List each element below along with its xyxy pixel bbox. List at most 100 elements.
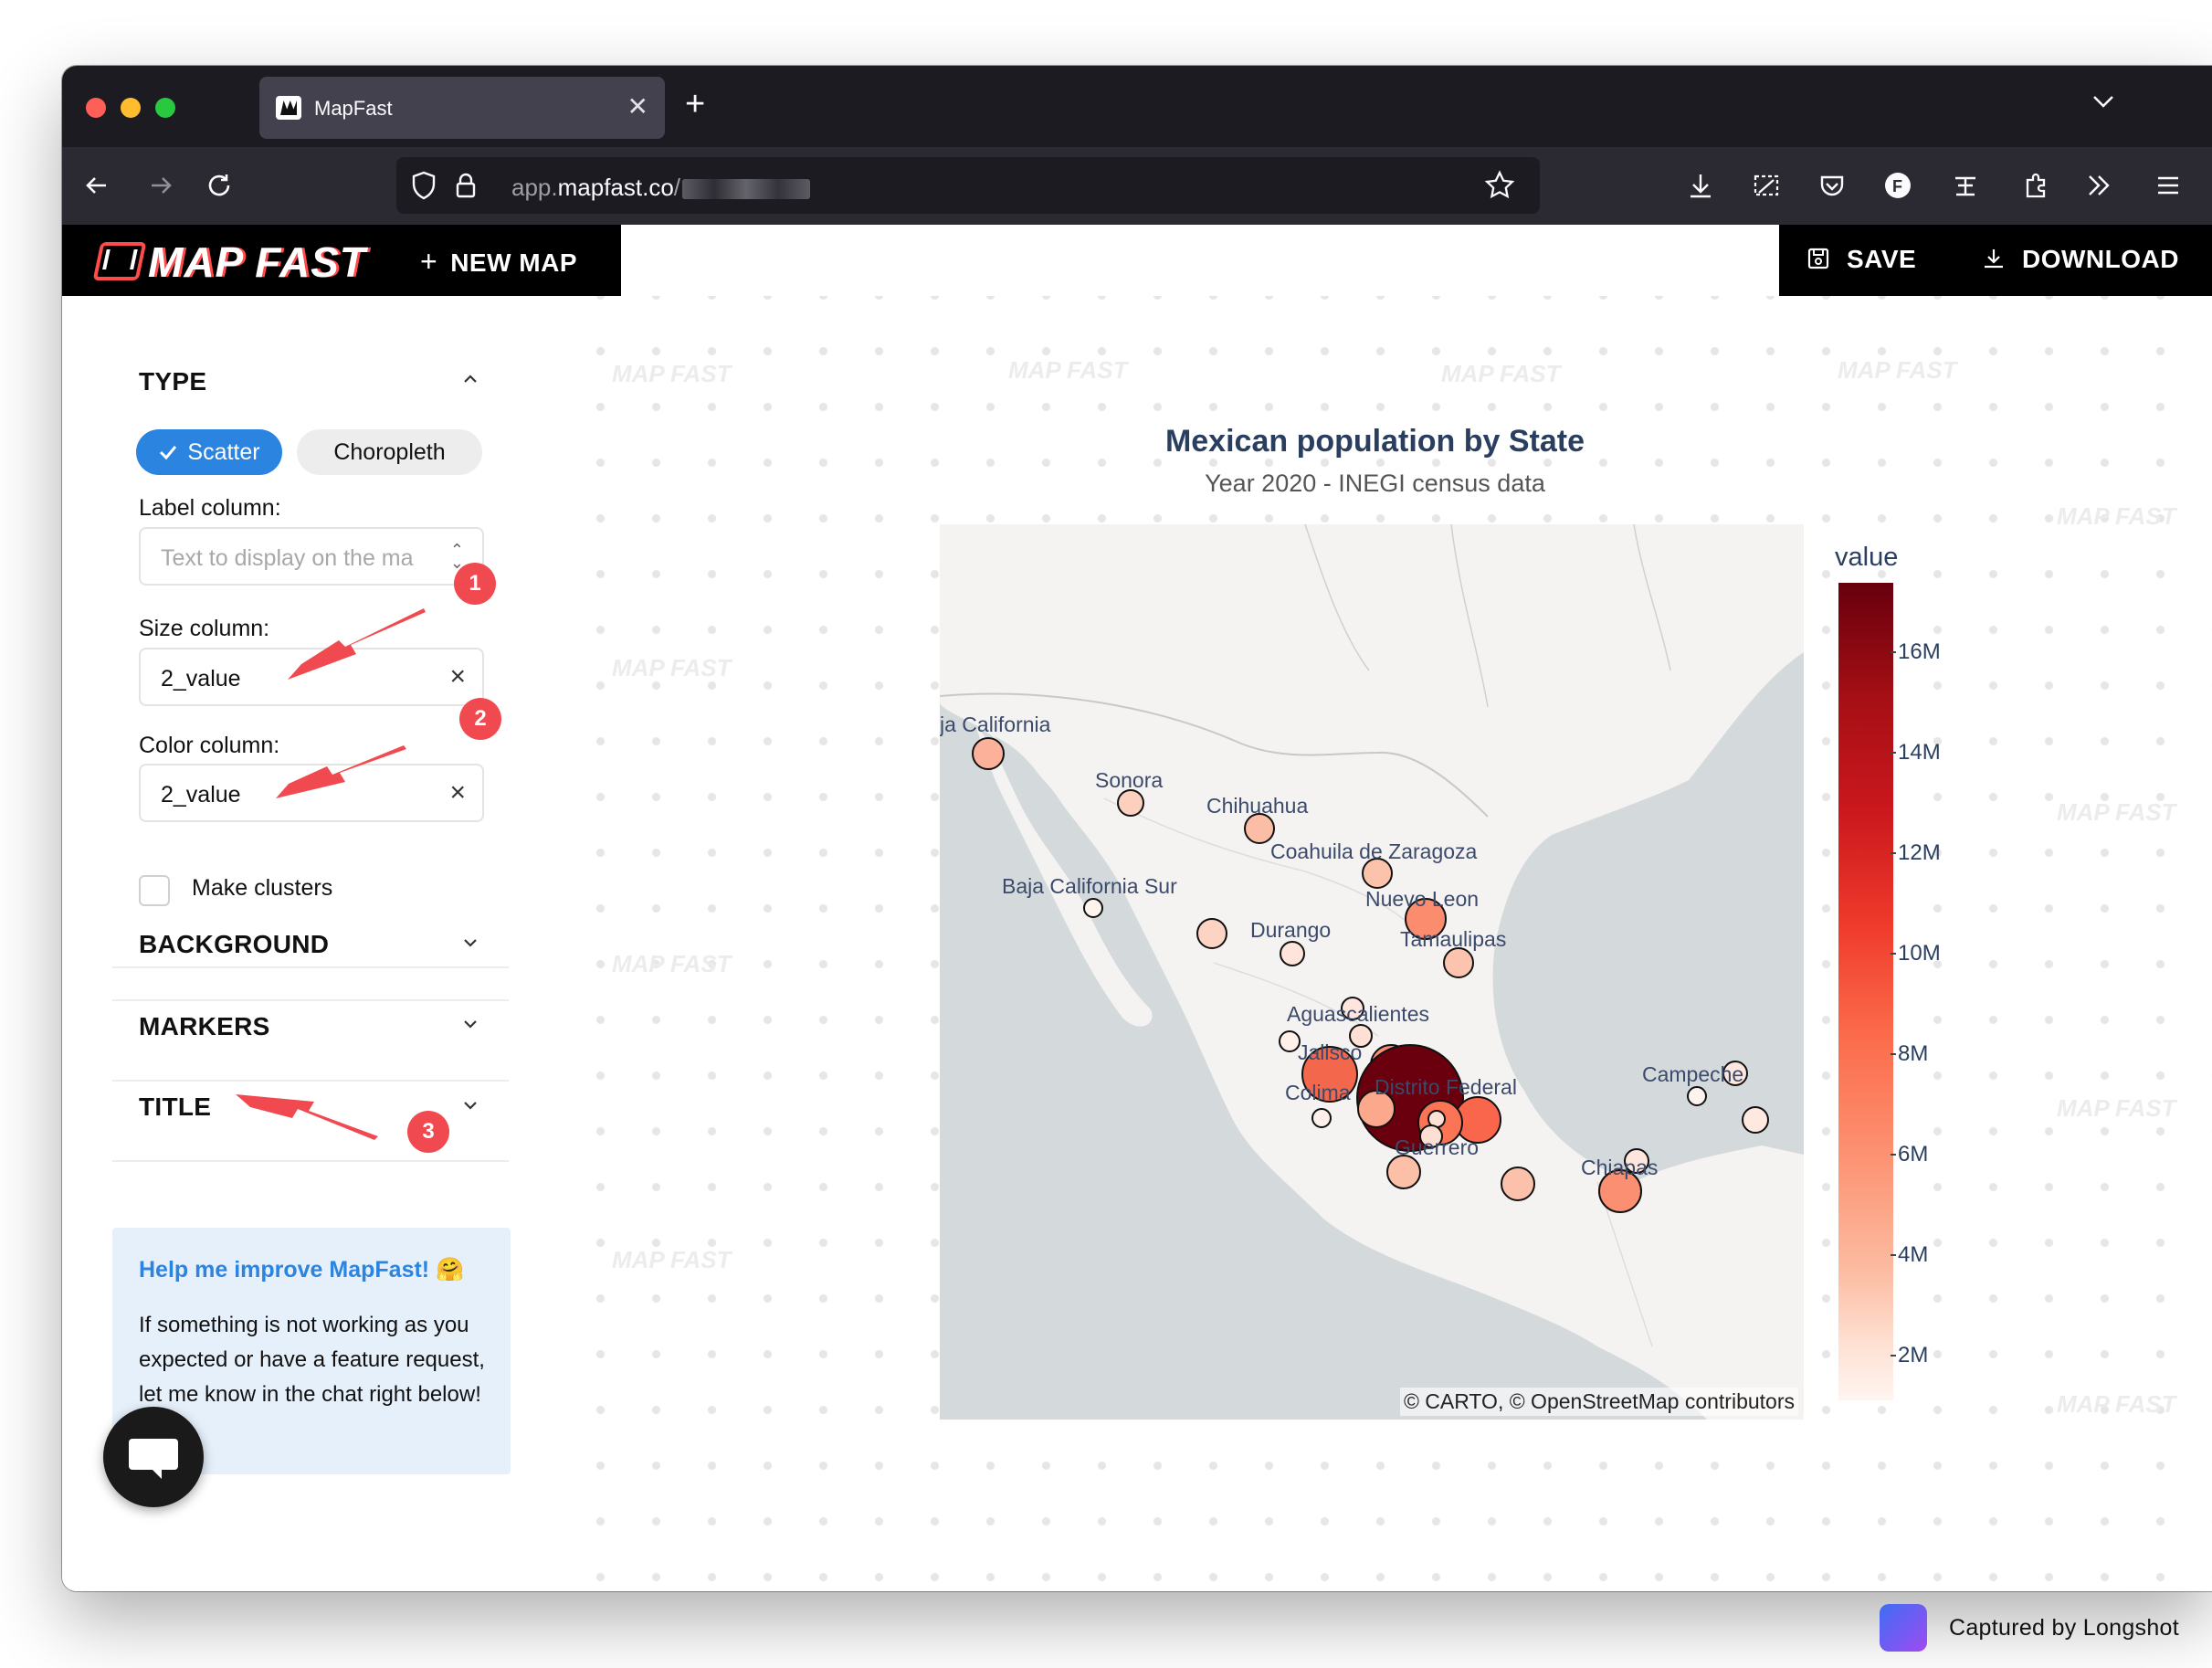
reload-icon[interactable] — [201, 167, 237, 204]
annotation-badge-3: 3 — [407, 1111, 449, 1153]
topbar-right: SAVE DOWNLOAD — [1779, 225, 2212, 296]
save-button[interactable]: SAVE — [1806, 245, 1916, 274]
background-section-title[interactable]: BACKGROUND — [139, 930, 330, 958]
check-icon — [160, 446, 177, 460]
colorbar-tick: 14M — [1891, 740, 1941, 765]
clear-icon[interactable]: × — [449, 777, 466, 808]
colorbar-tick: 16M — [1891, 639, 1941, 664]
browser-window: MapFast ✕ + app.mapfast.co/ — [62, 66, 2212, 1591]
url-text[interactable]: app.mapfast.co/ — [511, 174, 811, 202]
state-label: Nuevo Leon — [1365, 887, 1479, 911]
help-body: If something is not working as you expec… — [139, 1313, 485, 1407]
translate-icon[interactable] — [1947, 167, 1984, 204]
close-window-button[interactable] — [86, 98, 106, 118]
watermark: MAP FAST — [612, 950, 732, 977]
minimize-window-button[interactable] — [121, 98, 141, 118]
chevron-up-icon[interactable] — [460, 369, 480, 389]
state-label: Guerrero — [1395, 1135, 1479, 1159]
label-column-select[interactable]: Text to display on the ma ⌃ ⌄ — [139, 527, 484, 586]
type-section-title[interactable]: TYPE — [139, 367, 207, 396]
state-label: ja California — [940, 713, 1051, 736]
color-column-label: Color column: — [139, 733, 280, 758]
bookmark-star-icon[interactable] — [1481, 167, 1518, 204]
clear-icon[interactable]: × — [449, 661, 466, 691]
account-icon[interactable]: F — [1880, 167, 1916, 204]
size-column-select[interactable]: 2_value × — [139, 648, 484, 706]
type-choropleth-button[interactable]: Choropleth — [297, 429, 482, 475]
watermark: MAP FAST — [2057, 1094, 2176, 1122]
colorbar-tick: 6M — [1890, 1142, 1929, 1167]
shield-icon[interactable] — [406, 167, 442, 204]
state-label: Campeche — [1642, 1062, 1743, 1086]
map-title[interactable]: Mexican population by State — [1164, 424, 1585, 459]
help-title: Help me improve MapFast! 🤗 — [139, 1257, 465, 1283]
map-subtitle: Year 2020 - INEGI census data — [1205, 470, 1545, 497]
state-label: Tamaulipas — [1400, 927, 1506, 951]
floppy-icon — [1807, 248, 1829, 269]
label-column-label: Label column: — [139, 495, 281, 521]
lock-icon[interactable] — [448, 167, 484, 204]
state-label: Sonora — [1095, 768, 1163, 792]
maximize-window-button[interactable] — [155, 98, 175, 118]
state-label: Jalisco — [1298, 1040, 1362, 1064]
state-label: Colima — [1285, 1081, 1351, 1104]
screenshot-icon[interactable] — [1748, 167, 1785, 204]
new-tab-button[interactable]: + — [685, 85, 706, 123]
colorbar-tick: 4M — [1890, 1242, 1929, 1267]
map-figure: Mexican population by State Year 2020 - … — [848, 424, 1953, 1420]
size-column-value: 2_value — [161, 666, 241, 691]
mapfast-logo[interactable]: MAP FAST — [92, 238, 366, 287]
map-attribution[interactable]: © CARTO, © OpenStreetMap contributors — [1399, 1388, 1798, 1416]
make-clusters-label[interactable]: Make clusters — [192, 875, 333, 901]
annotation-badge-1: 1 — [454, 563, 496, 605]
colorbar-tick: 8M — [1890, 1041, 1929, 1066]
watermark: MAP FAST — [1008, 356, 1128, 384]
new-map-button[interactable]: + NEW MAP — [420, 245, 578, 278]
download-icon[interactable] — [1682, 167, 1719, 204]
chat-button[interactable] — [103, 1407, 204, 1507]
address-bar[interactable]: app.mapfast.co/ — [396, 157, 1540, 214]
tab-bar: MapFast ✕ + — [62, 66, 2212, 147]
close-tab-icon[interactable]: ✕ — [627, 92, 648, 121]
color-column-select[interactable]: 2_value × — [139, 764, 484, 822]
make-clusters-checkbox[interactable] — [139, 875, 170, 906]
colorbar-tick: 12M — [1891, 840, 1941, 865]
divider — [112, 966, 509, 968]
chevron-down-icon[interactable] — [460, 933, 480, 953]
watermark: MAP FAST — [2057, 502, 2176, 530]
divider — [112, 1080, 509, 1082]
pocket-icon[interactable] — [1814, 167, 1850, 204]
mapfast-app: MAP FAST + NEW MAP SAVE DOWNLOAD TYPE Sca… — [62, 225, 2212, 1591]
colorbar-tick: 2M — [1890, 1343, 1929, 1367]
annotation-badge-2: 2 — [459, 698, 501, 740]
population-markers — [972, 737, 1769, 1213]
chevron-down-icon[interactable] — [460, 1095, 480, 1115]
tab-mapfast[interactable]: MapFast ✕ — [259, 77, 665, 139]
land-baja — [976, 727, 1153, 1027]
back-icon[interactable] — [79, 167, 115, 204]
label-column-placeholder: Text to display on the ma — [161, 545, 414, 571]
menu-icon[interactable] — [2150, 167, 2186, 204]
state-label: Baja California Sur — [1002, 874, 1177, 898]
download-button[interactable]: DOWNLOAD — [1982, 245, 2179, 274]
more-tools-icon[interactable] — [2080, 167, 2117, 204]
annotation-arrows — [236, 608, 426, 1140]
watermark: MAP FAST — [1838, 356, 1957, 384]
markers-section-title[interactable]: MARKERS — [139, 1012, 270, 1040]
state-label: Durango — [1250, 918, 1331, 942]
chevron-down-icon[interactable] — [460, 1014, 480, 1034]
longshot-logo-icon — [1880, 1604, 1927, 1652]
map-view[interactable]: ja California Sonora Chihuahua Coahuila … — [940, 524, 1804, 1420]
color-column-value: 2_value — [161, 782, 241, 808]
sidebar: TYPE Scatter Choropleth Label column: Te… — [62, 296, 559, 1591]
state-label: Aguascalientes — [1287, 1002, 1429, 1026]
download-icon — [1985, 249, 2003, 269]
navigation-bar: app.mapfast.co/ F — [62, 147, 2212, 225]
watermark: MAP FAST — [1441, 360, 1561, 387]
title-section-title[interactable]: TITLE — [139, 1093, 212, 1121]
svg-text:F: F — [1892, 177, 1902, 195]
chevron-down-icon[interactable] — [2090, 88, 2117, 120]
type-scatter-button[interactable]: Scatter — [136, 429, 282, 475]
extensions-icon[interactable] — [2017, 167, 2053, 204]
forward-icon[interactable] — [142, 167, 179, 204]
